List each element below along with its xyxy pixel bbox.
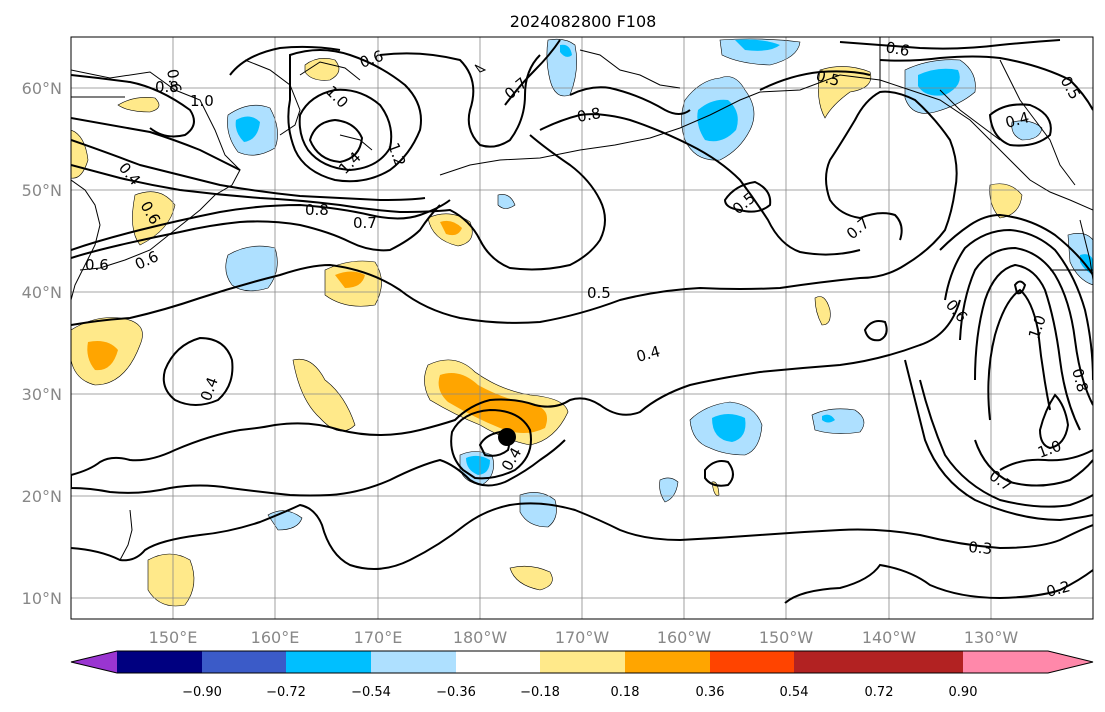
colorbar-tick-label: 0.90 [949, 685, 978, 700]
contour-label: 0.8 [576, 104, 603, 126]
colorbar-segment [963, 651, 1048, 673]
x-tick-label: 170°W [555, 628, 610, 647]
x-tick-label: 150°W [759, 628, 814, 647]
contour-label: 0.5 [814, 66, 842, 90]
colorbar-tick-label: −0.18 [520, 685, 560, 700]
colorbar-segment [286, 651, 371, 673]
contours [71, 39, 1093, 604]
y-tick-label: 10°N [22, 589, 62, 608]
colorbar-extend-high [1048, 651, 1093, 673]
y-tick-label: 40°N [22, 283, 62, 302]
y-tick-label: 20°N [22, 487, 62, 506]
y-tick-label: 30°N [22, 385, 62, 404]
colorbar-segment [202, 651, 286, 673]
contour-label: 0.2 [1044, 577, 1072, 601]
colorbar-tick-label: 0.54 [780, 685, 809, 700]
colorbar-segment [456, 651, 540, 673]
x-tick-label: 160°W [657, 628, 712, 647]
colorbar-tick-label: −0.36 [436, 685, 476, 700]
x-tick-label: 130°W [964, 628, 1019, 647]
colorbar-tick-label: −0.72 [266, 685, 306, 700]
colorbar-segment [710, 651, 794, 673]
colorbar-segment [794, 651, 879, 673]
colorbar-segment [540, 651, 625, 673]
colorbar-tick-label: 0.36 [696, 685, 725, 700]
colorbar-tick-label: 0.18 [611, 685, 640, 700]
x-tick-label: 160°E [251, 628, 300, 647]
contour-label: 0.3 [968, 538, 993, 558]
contour-label: 0.8 [1068, 366, 1092, 394]
contour-label: 0.7 [353, 214, 377, 232]
contour-label: 0.4 [634, 342, 662, 366]
contour-label: 0.4 [1003, 108, 1031, 132]
colorbar-segment [117, 651, 202, 673]
contour-label: 0.8 [155, 78, 179, 96]
contour-label: 1.0 [190, 92, 214, 110]
contour-label: 0.8 [305, 201, 329, 219]
storm-center-marker [498, 428, 516, 446]
x-tick-label: 180°W [453, 628, 508, 647]
y-tick-label: 50°N [22, 181, 62, 200]
map-frame [70, 36, 1094, 620]
colorbar-tick-label: 0.72 [865, 685, 894, 700]
contour-label: 0.6 [163, 68, 185, 95]
map-title: 2024082800 F108 [510, 12, 657, 31]
y-tick-label: 60°N [22, 79, 62, 98]
coastlines [71, 37, 1093, 561]
colorbar-segment [371, 651, 456, 673]
x-tick-label: 150°E [149, 628, 198, 647]
colorbar-extend-low [71, 651, 117, 673]
y-axis: 60°N 50°N 40°N 30°N 20°N 10°N [22, 79, 62, 608]
colorbar-segment [625, 651, 710, 673]
colorbar-tick-label: −0.90 [182, 685, 222, 700]
colorbar-tick-label: −0.54 [351, 685, 391, 700]
colorbar: −0.90 −0.72 −0.54 −0.36 −0.18 0.18 0.36 … [70, 650, 1094, 700]
x-tick-label: 140°W [862, 628, 917, 647]
contour-label: 0.6 [85, 256, 109, 274]
x-axis: 150°E 160°E 170°E 180°W 170°W 160°W 150°… [149, 628, 1019, 647]
colorbar-segment [879, 651, 963, 673]
x-tick-label: 170°E [354, 628, 403, 647]
contour-label: 0.5 [587, 284, 611, 302]
contour-label: 0.6 [884, 38, 911, 60]
